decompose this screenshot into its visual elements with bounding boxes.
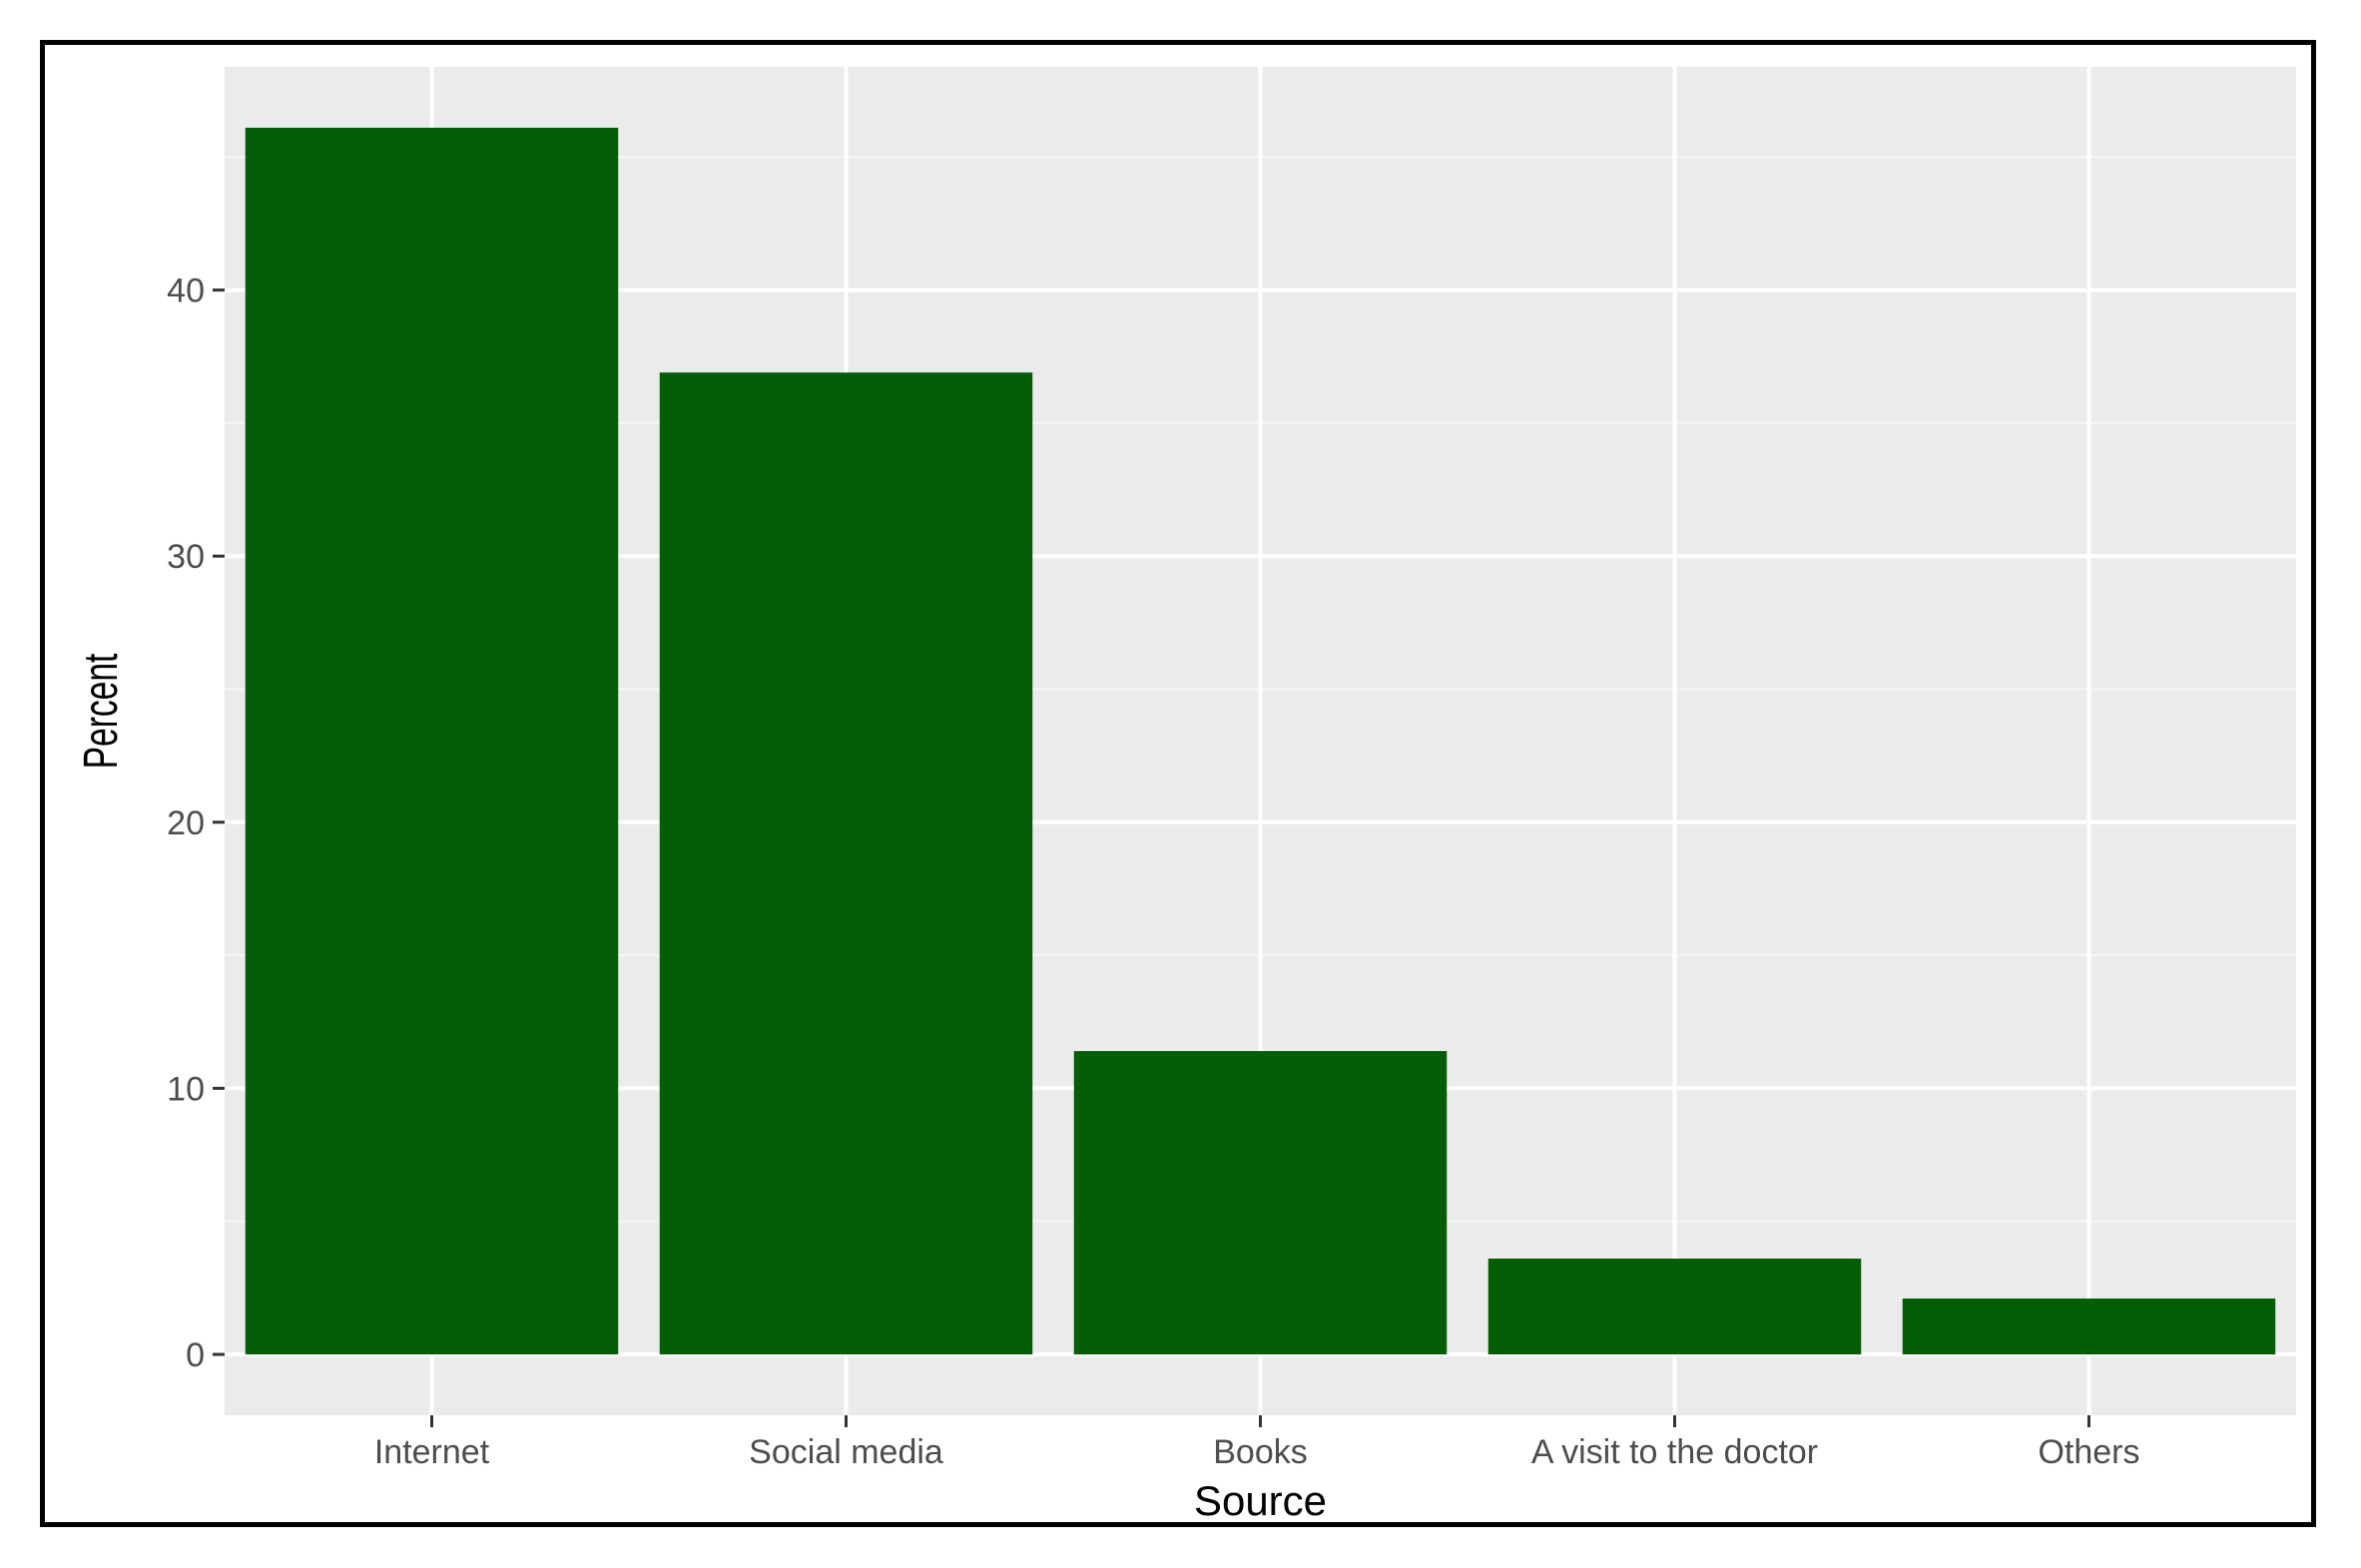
bar-chart: 0 10 20 30 40 Internet Social media Books A vis… (73, 67, 2296, 1522)
x-axis: Internet Social media Books A visit to the … (374, 1415, 2140, 1471)
bar-0 (245, 127, 619, 1354)
x-axis-title: Source (1194, 1477, 1327, 1522)
chart-frame: 0 10 20 30 40 Internet Social media Books A vis… (40, 40, 2316, 1527)
y-tick-label-1: 10 (167, 1070, 205, 1108)
y-tick-label-2: 20 (167, 804, 205, 842)
x-tick-label-4: Others (2038, 1433, 2139, 1471)
bar-3 (1487, 1259, 1862, 1354)
bars (245, 127, 2276, 1355)
y-axis-title: Percent (73, 653, 128, 769)
y-tick-label-3: 30 (167, 538, 205, 576)
x-tick-label-0: Internet (374, 1433, 490, 1471)
y-axis: 0 10 20 30 40 (167, 272, 225, 1374)
y-tick-label-0: 0 (186, 1336, 205, 1374)
x-tick-label-2: Books (1213, 1433, 1308, 1471)
bar-4 (1902, 1299, 2276, 1354)
x-tick-label-1: Social media (749, 1433, 943, 1471)
bar-2 (1073, 1051, 1448, 1354)
y-tick-label-4: 40 (167, 272, 205, 310)
bar-1 (659, 372, 1033, 1355)
x-tick-label-3: A visit to the doctor (1531, 1433, 1818, 1471)
